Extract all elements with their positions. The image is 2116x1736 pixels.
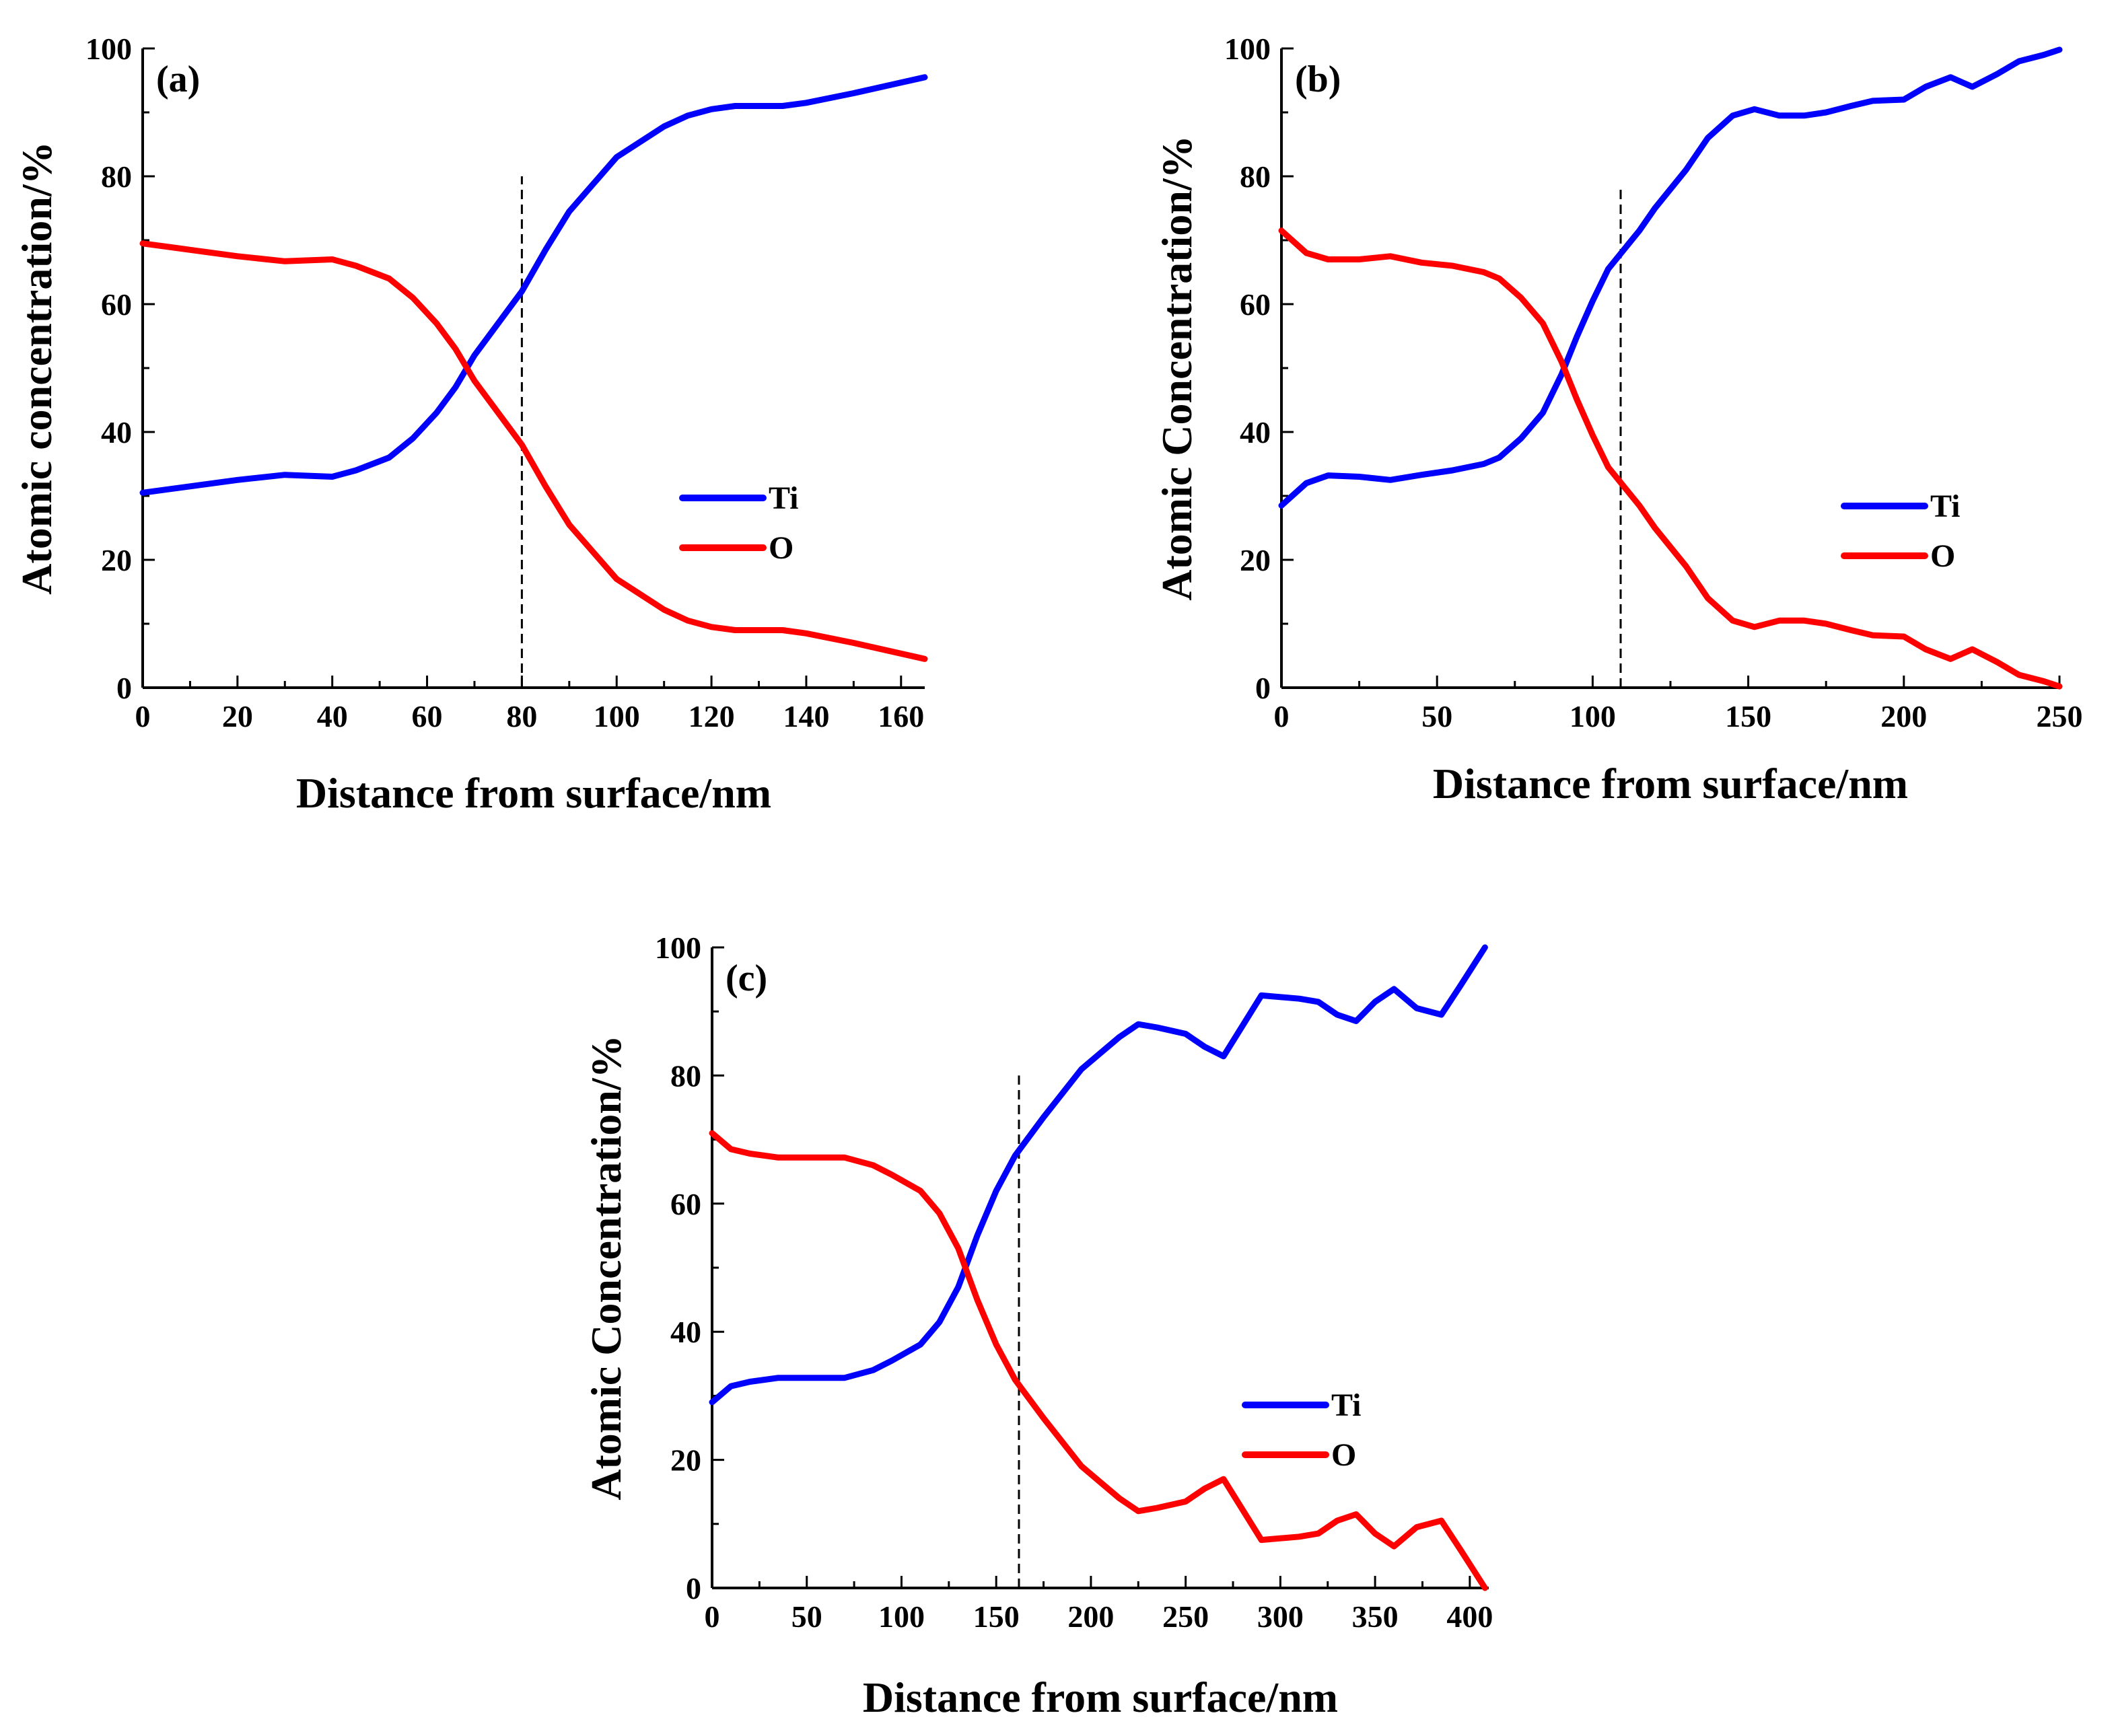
- chart-panel-1: 0 20 40 60 80 100 120 140 160 0 20 40 60 80 100 Ti O (a) D…: [13, 32, 928, 817]
- y-tick-label: 60: [1240, 287, 1271, 322]
- y-tick-label: 0: [686, 1571, 701, 1605]
- y-tick-label: 80: [1240, 159, 1271, 194]
- y-tick-label: 60: [101, 287, 132, 322]
- y-axis-title: Atomic Concentration/%: [1153, 135, 1201, 600]
- x-tick-label: 150: [973, 1599, 1020, 1634]
- x-tick-label: 150: [1725, 699, 1771, 733]
- y-tick-label: 20: [670, 1443, 701, 1478]
- x-tick-label: 60: [412, 699, 443, 733]
- x-tick-label: 120: [689, 699, 735, 733]
- x-tick-label: 0: [705, 1599, 720, 1634]
- legend-label-ti: Ti: [769, 480, 798, 516]
- y-tick-label: 20: [101, 543, 132, 577]
- x-tick-label: 400: [1446, 1599, 1493, 1634]
- y-tick-label: 80: [101, 159, 132, 194]
- legend-label-ti: Ti: [1930, 489, 1960, 524]
- x-tick-label: 40: [317, 699, 348, 733]
- x-tick-label: 0: [135, 699, 151, 733]
- series-line-ti: [709, 944, 1488, 1406]
- x-tick-label: 20: [222, 699, 253, 733]
- series-line-o: [139, 240, 928, 662]
- x-tick-label: 80: [506, 699, 537, 733]
- x-tick-label: 250: [2037, 699, 2083, 733]
- panel-label: (b): [1295, 59, 1341, 100]
- x-tick-label: 0: [1274, 699, 1290, 733]
- y-axis-title: Atomic concentration/%: [13, 141, 61, 595]
- x-tick-label: 50: [1421, 699, 1452, 733]
- x-axis-title: Distance from surface/nm: [1433, 760, 1908, 807]
- y-tick-label: 40: [101, 415, 132, 449]
- series-line-ti: [139, 74, 928, 496]
- y-tick-label: 40: [1240, 415, 1271, 449]
- series-line-o: [1278, 227, 2063, 690]
- series-line-ti: [1278, 46, 2063, 509]
- y-tick-label: 20: [1240, 543, 1271, 577]
- x-tick-label: 50: [791, 1599, 822, 1634]
- x-tick-label: 100: [594, 699, 640, 733]
- legend-label-ti: Ti: [1331, 1387, 1361, 1423]
- x-tick-label: 200: [1067, 1599, 1114, 1634]
- x-tick-label: 160: [878, 699, 924, 733]
- panel-label: (c): [726, 957, 767, 999]
- x-tick-label: 200: [1880, 699, 1927, 733]
- x-tick-label: 250: [1162, 1599, 1209, 1634]
- legend-label-o: O: [769, 530, 794, 566]
- series-line-o: [709, 1130, 1488, 1591]
- y-tick-label: 80: [670, 1058, 701, 1093]
- legend-label-o: O: [1331, 1437, 1356, 1473]
- y-tick-label: 100: [655, 931, 701, 965]
- y-tick-label: 100: [1224, 32, 1271, 66]
- x-axis-title: Distance from surface/nm: [296, 769, 771, 817]
- x-tick-label: 350: [1352, 1599, 1399, 1634]
- x-tick-label: 300: [1257, 1599, 1304, 1634]
- x-axis-title: Distance from surface/nm: [863, 1673, 1338, 1721]
- y-tick-label: 0: [1255, 671, 1271, 705]
- legend-label-o: O: [1930, 538, 1955, 574]
- y-tick-label: 40: [670, 1315, 701, 1349]
- x-tick-label: 140: [783, 699, 829, 733]
- y-tick-label: 0: [116, 671, 132, 705]
- y-axis-title: Atomic Concentration/%: [582, 1035, 630, 1500]
- chart-panel-2: 0 50 100 150 200 250 0 20 40 60 80 100 Ti O (b) Distanc…: [1153, 32, 2083, 807]
- x-tick-label: 100: [1570, 699, 1616, 733]
- y-tick-label: 100: [85, 32, 132, 66]
- y-tick-label: 60: [670, 1187, 701, 1221]
- x-tick-label: 100: [878, 1599, 925, 1634]
- chart-panel-3: 0 50 100 150 200 250 300 350 400 0 20 40 60 80 100 Ti O (…: [582, 931, 1493, 1721]
- panel-label: (a): [156, 59, 200, 100]
